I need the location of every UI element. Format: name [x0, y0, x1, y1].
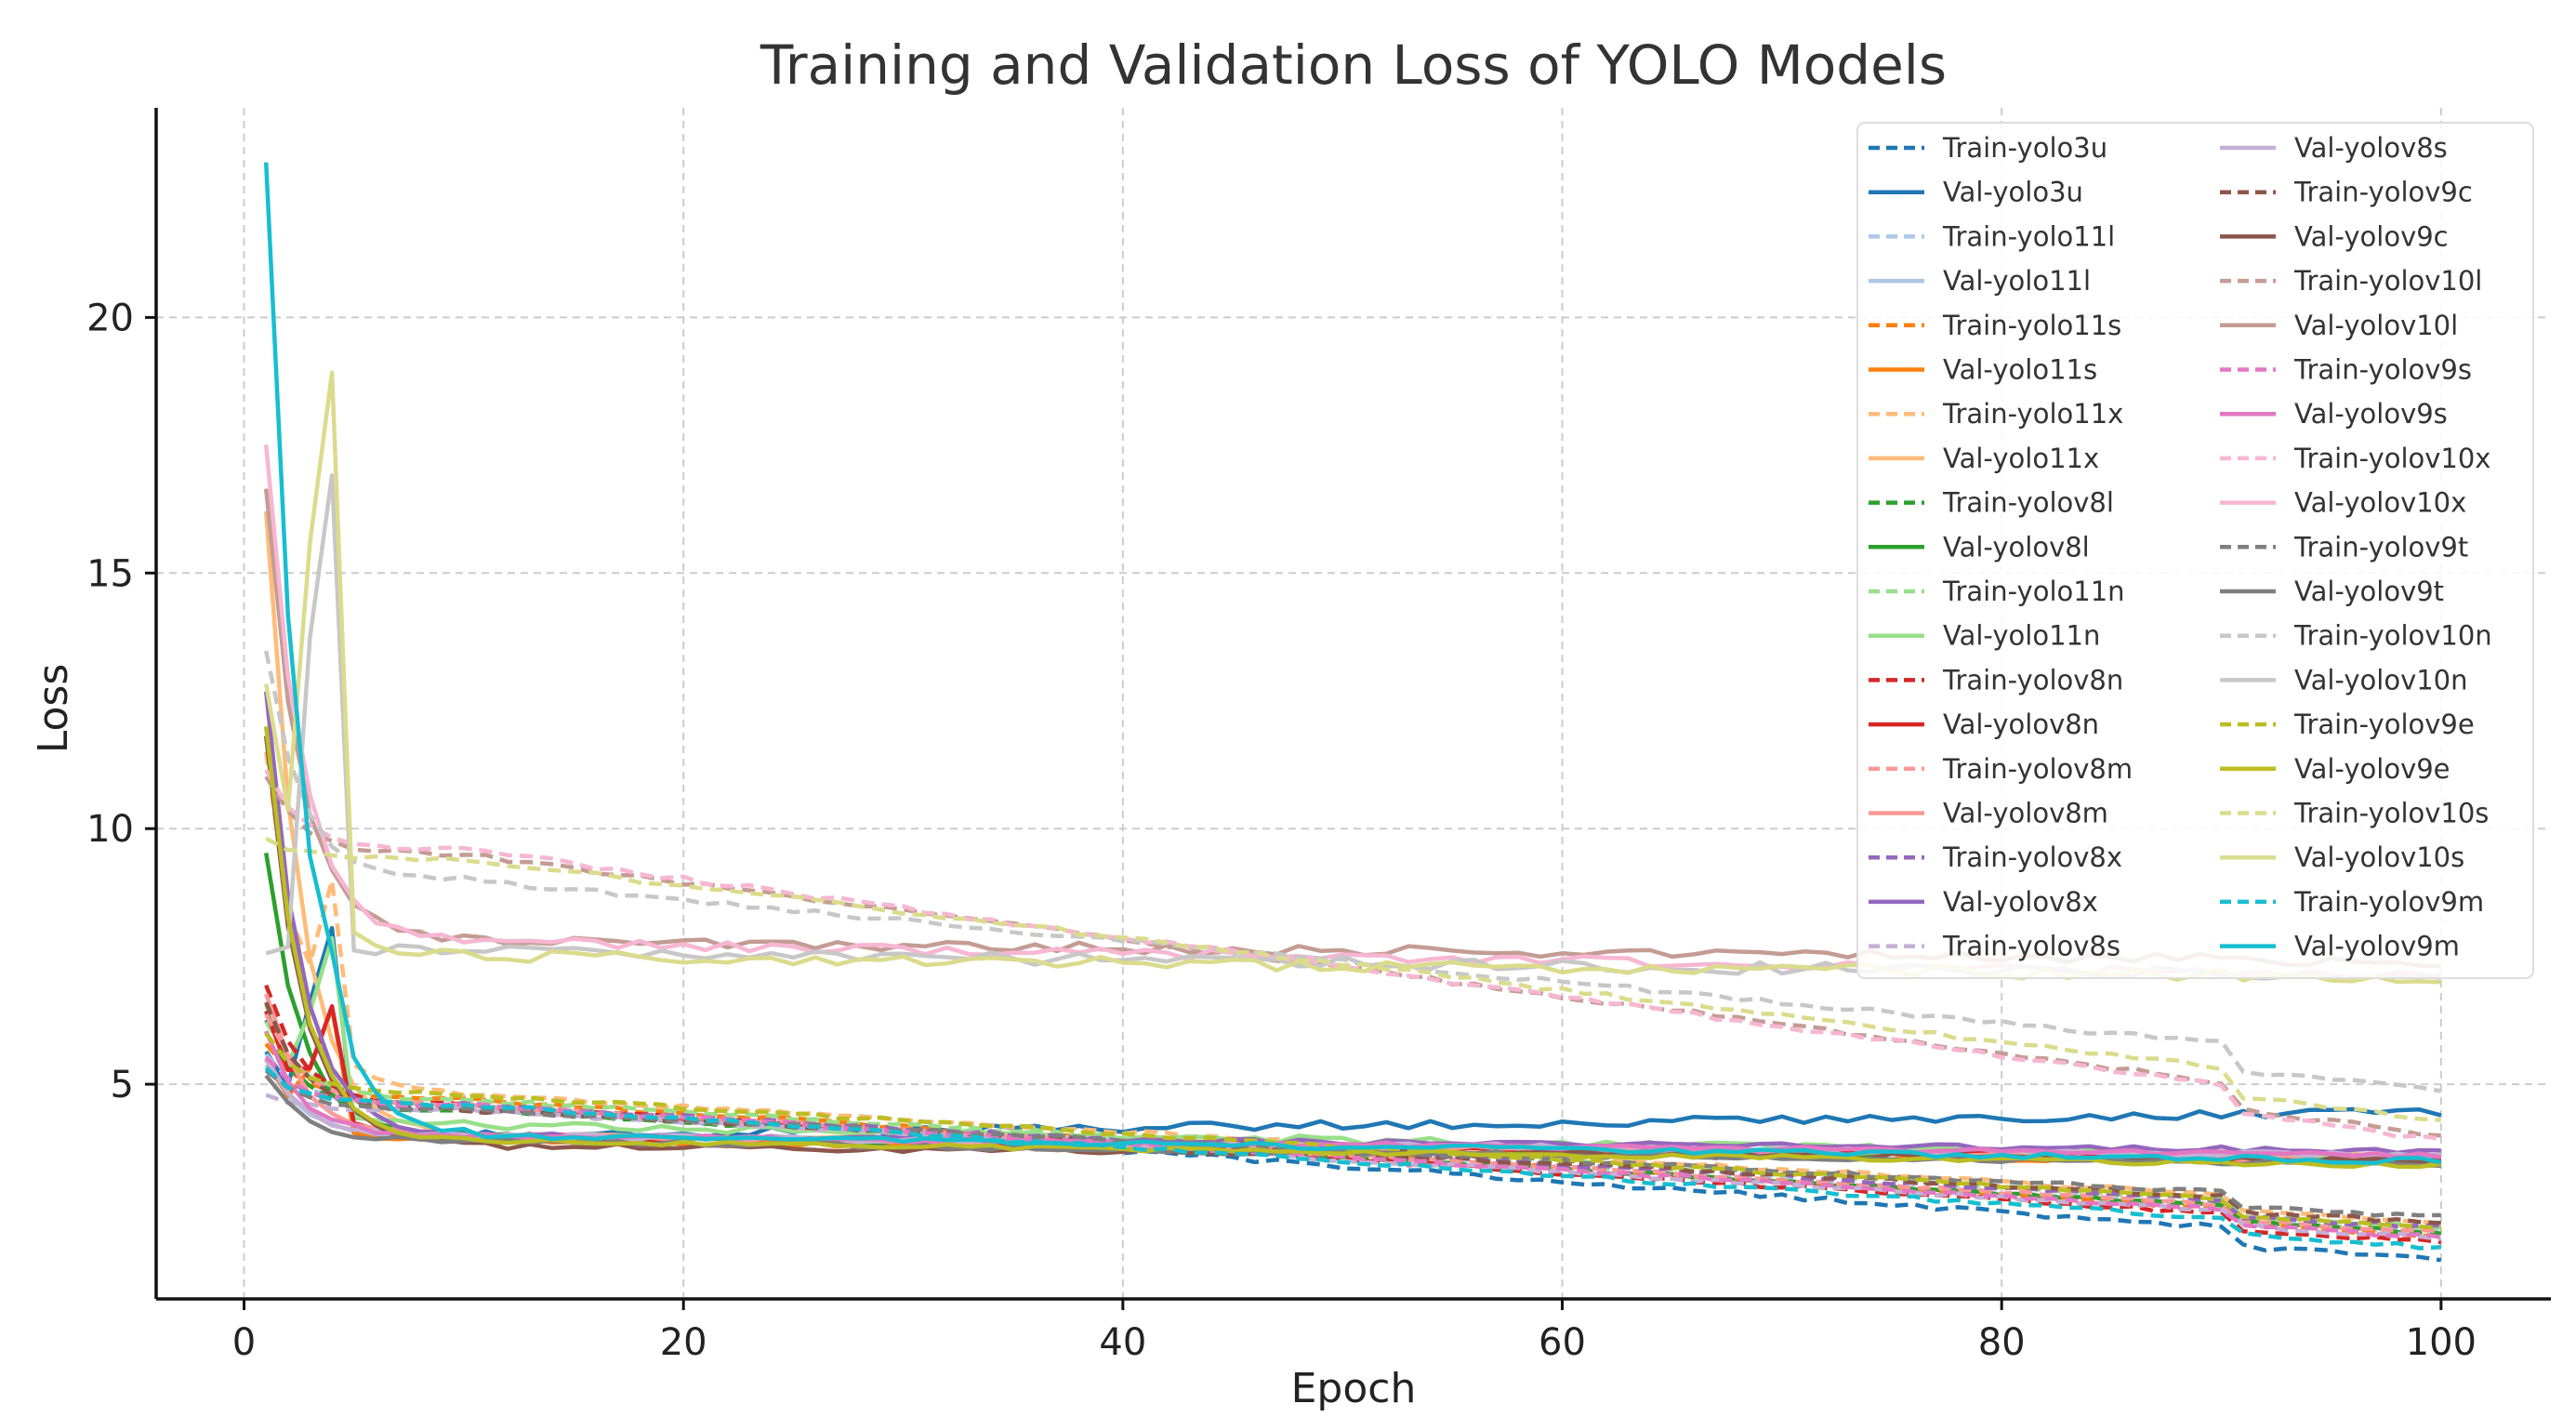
legend-label: Val-yolov9t: [2294, 576, 2444, 607]
series-line-train-yolov9m: [264, 1066, 2441, 1251]
legend-label: Train-yolov9t: [2293, 531, 2468, 563]
legend-label: Train-yolov8l: [1942, 487, 2114, 519]
legend-label: Val-yolov8m: [1943, 798, 2108, 829]
legend-label: Train-yolov9e: [2293, 708, 2475, 740]
chart-title: Training and Validation Loss of YOLO Mod…: [760, 33, 1947, 97]
x-tick-label: 20: [660, 1321, 707, 1364]
x-tick-label: 80: [1978, 1321, 2026, 1364]
y-axis-label: Loss: [30, 664, 77, 754]
legend-label: Train-yolo11x: [1942, 398, 2123, 430]
legend-label: Train-yolov8x: [1942, 841, 2122, 873]
legend-label: Val-yolov8s: [2294, 132, 2448, 164]
legend-label: Train-yolo11l: [1942, 220, 2115, 252]
legend-label: Train-yolov8n: [1942, 664, 2123, 695]
legend-box: [1856, 122, 2534, 979]
x-tick-label: 60: [1539, 1321, 1586, 1364]
legend-label: Train-yolov9m: [2293, 886, 2484, 918]
legend-label: Train-yolov10s: [2293, 798, 2489, 829]
legend-label: Train-yolo11n: [1942, 576, 2125, 607]
y-tick-label: 10: [86, 808, 134, 851]
x-axis-label: Epoch: [1291, 1365, 1417, 1412]
legend-label: Train-yolov8m: [1942, 753, 2133, 785]
series-line-val-yolov9m: [263, 162, 2442, 1166]
x-tick-label: 100: [2406, 1321, 2477, 1364]
legend-label: Val-yolo11s: [1943, 354, 2097, 386]
legend-label: Val-yolov9s: [2294, 398, 2448, 430]
legend-label: Train-yolov9s: [2293, 354, 2472, 386]
x-tick-label: 40: [1099, 1321, 1146, 1364]
axes: [154, 108, 2551, 1301]
legend-label: Train-yolov8s: [1942, 931, 2120, 962]
legend-label: Val-yolo11n: [1943, 620, 2100, 652]
legend-label: Val-yolov9e: [2294, 753, 2451, 785]
x-tick-label: 0: [232, 1321, 256, 1364]
legend-label: Train-yolov10l: [2293, 265, 2482, 297]
legend-label: Val-yolov8n: [1943, 708, 2099, 740]
series-lines: [263, 162, 2442, 1263]
legend-label: Val-yolov10l: [2294, 310, 2458, 341]
legend-label: Train-yolov9c: [2293, 177, 2473, 208]
legend-label: Val-yolov10n: [2294, 664, 2468, 695]
y-tick-label: 5: [111, 1064, 134, 1106]
legend-label: Val-yolov9m: [2294, 931, 2460, 962]
y-tick-label: 15: [86, 552, 134, 595]
y-tick-label: 20: [86, 297, 134, 339]
series-line-train-yolov8s: [265, 1093, 2442, 1241]
series-line-train-yolov10n: [263, 650, 2442, 1093]
legend-label: Val-yolov10x: [2294, 487, 2466, 519]
legend-label: Val-yolo11l: [1943, 265, 2091, 297]
legend-label: Val-yolov8l: [1943, 531, 2090, 563]
legend-label: Val-yolov9c: [2294, 220, 2449, 252]
legend-label: Train-yolov10x: [2293, 443, 2490, 474]
tick-labels: 0 20 40 60 80 100 5 10 15 20: [86, 297, 2477, 1364]
legend: Train-yolo3u Val-yolo3u Train-yolo11l Val-y…: [1856, 122, 2534, 979]
legend-label: Train-yolo3u: [1942, 132, 2107, 164]
legend-label: Val-yolov10s: [2294, 841, 2464, 873]
legend-label: Train-yolov10n: [2293, 620, 2492, 652]
legend-label: Val-yolo3u: [1943, 177, 2083, 208]
legend-label: Val-yolo11x: [1943, 443, 2099, 474]
legend-label: Val-yolov8x: [1943, 886, 2098, 918]
legend-label: Train-yolo11s: [1942, 310, 2121, 341]
